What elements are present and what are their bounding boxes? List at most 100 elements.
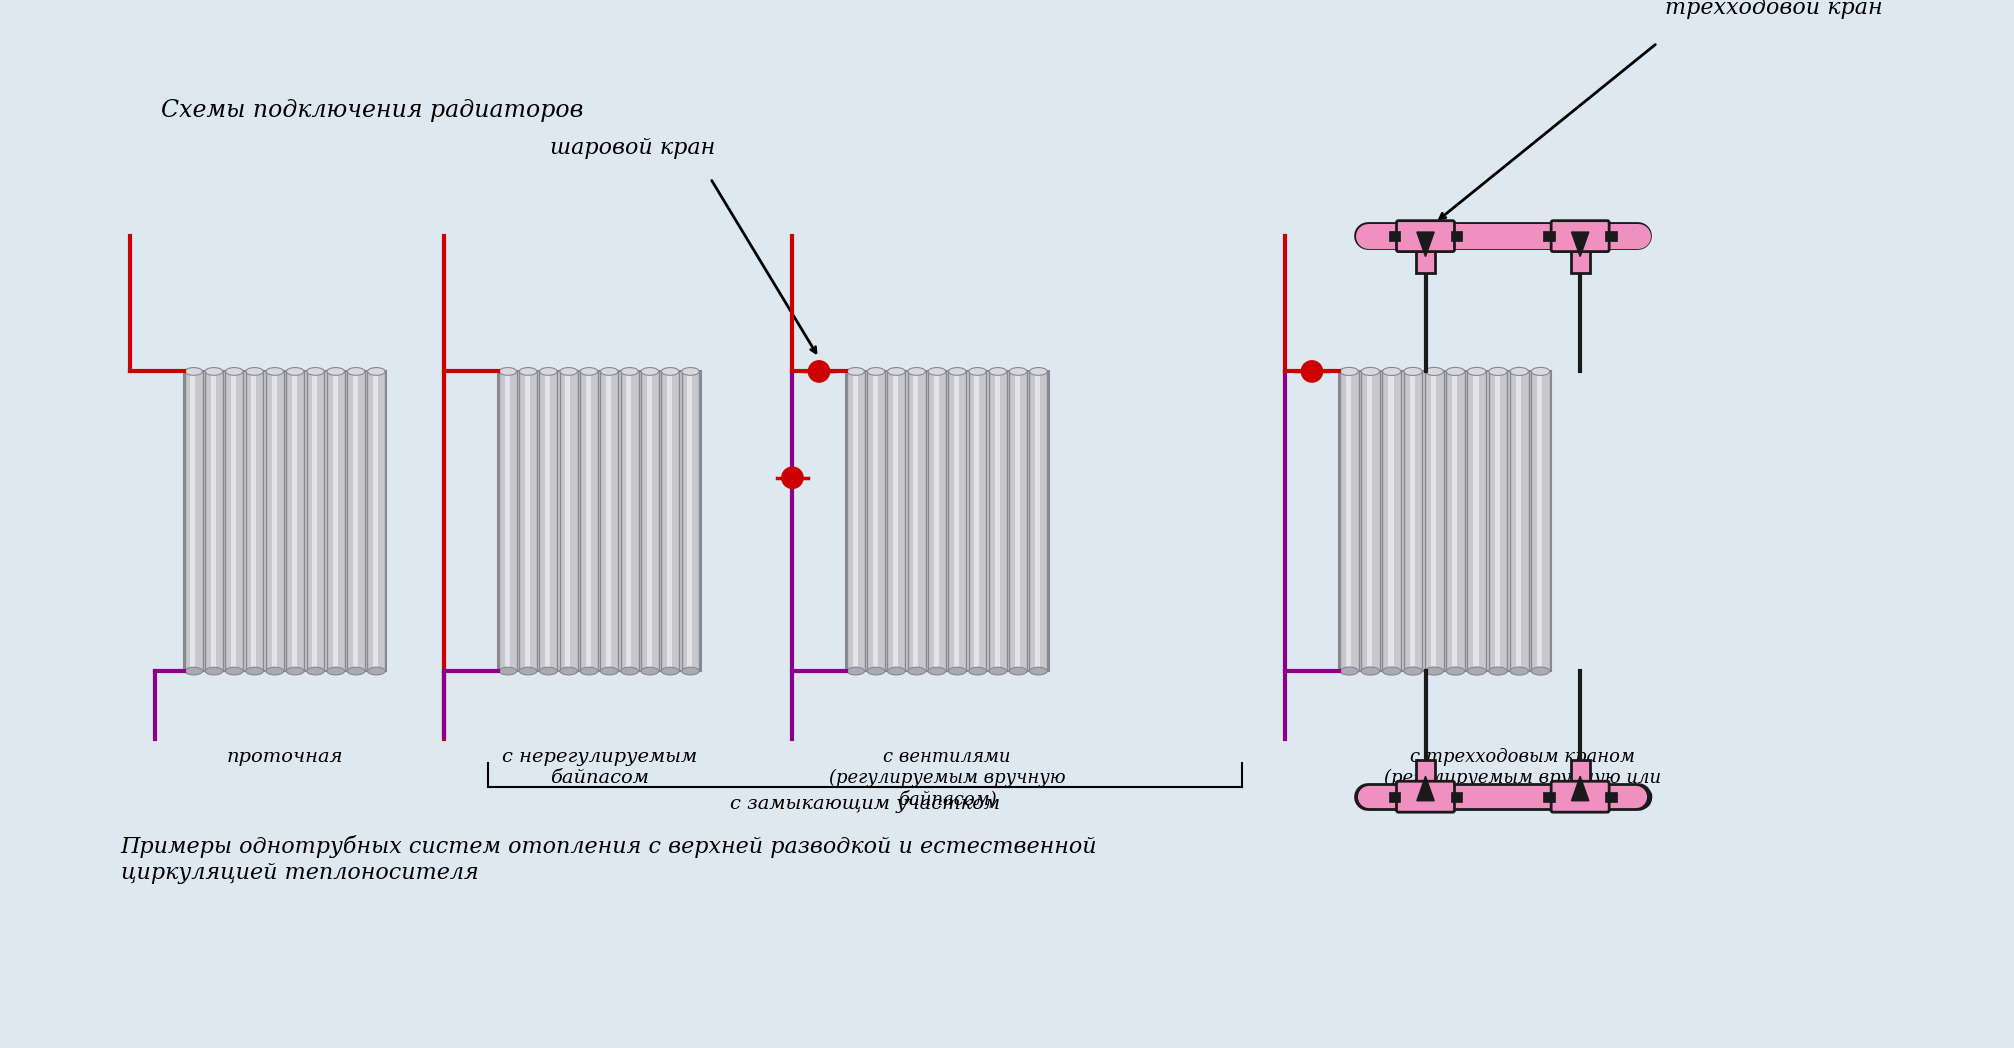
Bar bbox=[600, 371, 618, 671]
Bar bbox=[626, 373, 630, 669]
Ellipse shape bbox=[681, 368, 699, 375]
Bar bbox=[367, 371, 385, 671]
Ellipse shape bbox=[1488, 667, 1506, 675]
Bar bbox=[1416, 249, 1434, 272]
Ellipse shape bbox=[1446, 667, 1464, 675]
Ellipse shape bbox=[640, 668, 659, 675]
Ellipse shape bbox=[868, 668, 884, 675]
Bar bbox=[1488, 371, 1506, 671]
Ellipse shape bbox=[369, 668, 385, 675]
Bar bbox=[1571, 249, 1589, 272]
Ellipse shape bbox=[266, 368, 284, 375]
Bar bbox=[1605, 232, 1617, 241]
Bar bbox=[312, 373, 318, 669]
Circle shape bbox=[781, 467, 804, 488]
Bar bbox=[499, 371, 518, 671]
Ellipse shape bbox=[681, 668, 699, 675]
Ellipse shape bbox=[1446, 368, 1464, 375]
Text: с вентилями
(регулируемым вручную
байпасом): с вентилями (регулируемым вручную байпас… bbox=[830, 748, 1065, 808]
Bar bbox=[1605, 792, 1617, 802]
Bar bbox=[226, 371, 244, 671]
Ellipse shape bbox=[1382, 368, 1402, 375]
Ellipse shape bbox=[620, 668, 638, 675]
Ellipse shape bbox=[580, 368, 598, 375]
Ellipse shape bbox=[346, 368, 365, 375]
Ellipse shape bbox=[1361, 667, 1380, 675]
Ellipse shape bbox=[1009, 668, 1027, 675]
Bar bbox=[1015, 373, 1019, 669]
Bar bbox=[346, 371, 365, 671]
Bar bbox=[955, 373, 959, 669]
Ellipse shape bbox=[246, 668, 264, 675]
Bar bbox=[232, 373, 236, 669]
Ellipse shape bbox=[1510, 368, 1529, 375]
Bar bbox=[1029, 371, 1047, 671]
Ellipse shape bbox=[1382, 667, 1402, 675]
FancyBboxPatch shape bbox=[1396, 221, 1454, 252]
Ellipse shape bbox=[908, 368, 924, 375]
Bar bbox=[934, 373, 939, 669]
Ellipse shape bbox=[1404, 667, 1422, 675]
Ellipse shape bbox=[1404, 368, 1422, 375]
Bar bbox=[1510, 371, 1529, 671]
Bar bbox=[687, 373, 693, 669]
Bar bbox=[969, 371, 987, 671]
Bar bbox=[292, 373, 296, 669]
Ellipse shape bbox=[185, 668, 203, 675]
Bar bbox=[640, 371, 659, 671]
Bar bbox=[1404, 371, 1422, 671]
Bar bbox=[1388, 373, 1394, 669]
Bar bbox=[332, 373, 338, 669]
Ellipse shape bbox=[185, 368, 203, 375]
Circle shape bbox=[808, 361, 830, 383]
Ellipse shape bbox=[600, 368, 618, 375]
Ellipse shape bbox=[989, 368, 1007, 375]
Ellipse shape bbox=[848, 668, 864, 675]
Bar bbox=[497, 371, 701, 671]
Bar bbox=[1339, 371, 1359, 671]
Ellipse shape bbox=[205, 368, 224, 375]
Bar bbox=[852, 373, 858, 669]
Bar bbox=[1450, 792, 1462, 802]
Bar bbox=[1494, 373, 1500, 669]
Ellipse shape bbox=[560, 368, 578, 375]
Bar bbox=[1390, 232, 1400, 241]
Text: Примеры однотрубных систем отопления с верхней разводкой и естественной
циркуляц: Примеры однотрубных систем отопления с в… bbox=[121, 835, 1098, 883]
Bar bbox=[1517, 373, 1521, 669]
Ellipse shape bbox=[306, 668, 324, 675]
Ellipse shape bbox=[1361, 368, 1380, 375]
Bar bbox=[995, 373, 999, 669]
Polygon shape bbox=[1416, 777, 1434, 801]
Ellipse shape bbox=[868, 368, 884, 375]
Polygon shape bbox=[1416, 232, 1434, 257]
Bar bbox=[1368, 373, 1372, 669]
Bar bbox=[868, 371, 884, 671]
Polygon shape bbox=[1571, 232, 1589, 257]
Ellipse shape bbox=[226, 668, 244, 675]
Bar bbox=[1452, 373, 1458, 669]
Bar bbox=[566, 373, 570, 669]
Ellipse shape bbox=[286, 668, 304, 675]
Ellipse shape bbox=[1510, 667, 1529, 675]
Ellipse shape bbox=[306, 368, 324, 375]
Bar bbox=[620, 371, 638, 671]
FancyBboxPatch shape bbox=[1551, 221, 1609, 252]
Bar bbox=[667, 373, 673, 669]
Ellipse shape bbox=[369, 368, 385, 375]
Ellipse shape bbox=[888, 368, 904, 375]
Bar bbox=[352, 373, 358, 669]
Bar bbox=[1474, 373, 1478, 669]
Bar bbox=[506, 373, 510, 669]
FancyBboxPatch shape bbox=[1551, 781, 1609, 812]
Ellipse shape bbox=[1468, 368, 1486, 375]
Bar bbox=[1382, 371, 1402, 671]
Bar bbox=[1410, 373, 1414, 669]
Ellipse shape bbox=[908, 668, 924, 675]
Ellipse shape bbox=[1339, 368, 1357, 375]
Ellipse shape bbox=[1468, 667, 1486, 675]
Bar bbox=[1416, 760, 1434, 783]
Ellipse shape bbox=[540, 668, 558, 675]
Bar bbox=[1543, 792, 1555, 802]
Ellipse shape bbox=[246, 368, 264, 375]
Bar bbox=[266, 371, 284, 671]
